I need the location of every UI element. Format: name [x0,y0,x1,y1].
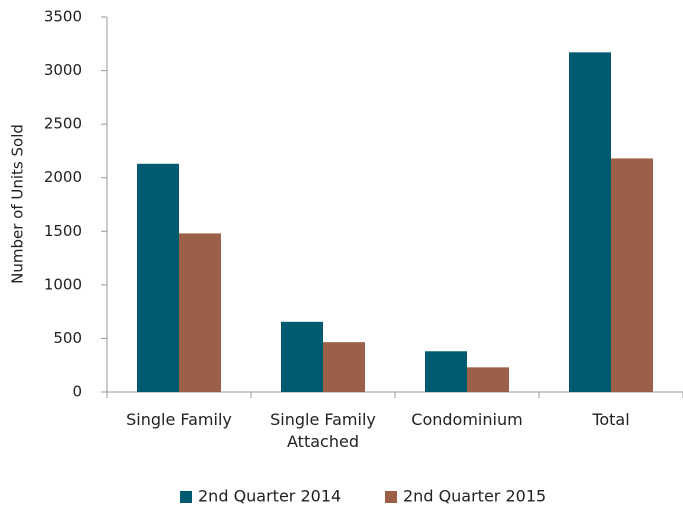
y-tick-label: 3500 [44,8,82,26]
legend-label: 2nd Quarter 2014 [198,487,341,506]
bar [569,52,611,392]
x-tick-label: Single Family [126,410,232,429]
bar [137,163,179,392]
legend-label: 2nd Quarter 2015 [403,487,546,506]
y-tick-label: 1500 [44,222,82,240]
y-axis-label: Number of Units Sold [9,124,27,284]
bar [281,321,323,392]
legend-swatch [385,491,397,503]
x-tick-label: Total [592,410,630,429]
y-tick-label: 3000 [44,61,82,79]
bar [179,233,221,392]
bar [425,351,467,392]
x-tick-label: Single Family Attached [270,410,376,451]
y-tick-label: 500 [53,329,82,347]
bar [611,158,653,392]
y-tick-label: 2500 [44,115,82,133]
bar [467,367,509,392]
y-tick-label: 2000 [44,168,82,186]
bar [323,342,365,392]
legend-swatch [180,491,192,503]
y-tick-label: 0 [72,383,82,401]
y-tick-label: 1000 [44,275,82,293]
x-tick-label: Condominium [411,410,523,429]
